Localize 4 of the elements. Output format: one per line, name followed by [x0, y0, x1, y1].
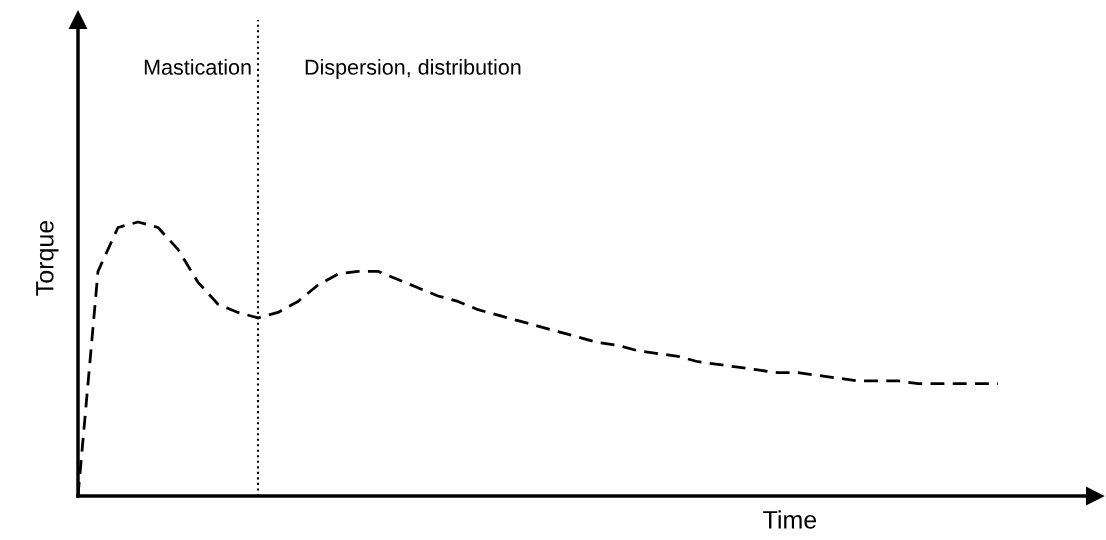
text: Dispersion, distribution — [305, 58, 521, 80]
x-axis-title: Time — [763, 510, 817, 529]
y-axis-title: Torque — [36, 220, 59, 296]
text: Mastication — [144, 58, 251, 75]
